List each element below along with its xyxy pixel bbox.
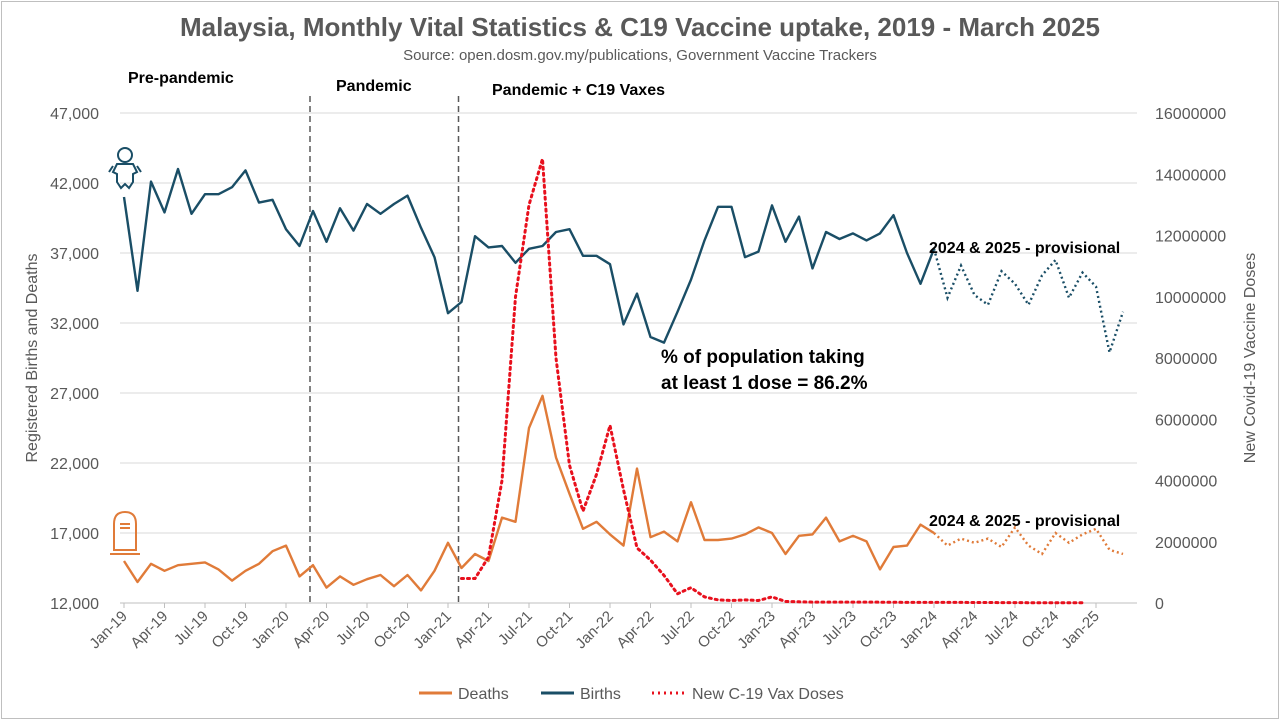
x-tick-label: Jan-24	[896, 608, 940, 652]
x-tick-label: Oct-23	[856, 608, 900, 652]
period-dividers	[309, 96, 460, 603]
y2-tick-label: 14000000	[1155, 167, 1226, 184]
legend: Deaths Births New C-19 Vax Doses	[419, 686, 844, 703]
y-tick-label: 47,000	[50, 106, 99, 123]
y2-tick-label: 8000000	[1155, 351, 1217, 368]
y-axis-right: 16000000 14000000 12000000 10000000 8000000 6…	[1155, 106, 1226, 613]
x-tick-label: Jul-21	[495, 608, 536, 649]
series-deaths-provisional	[933, 525, 1124, 556]
y-tick-label: 42,000	[50, 176, 99, 193]
x-tick-label: Jan-22	[572, 608, 616, 652]
x-tick-label: Oct-20	[370, 608, 414, 652]
x-tick-label: Jan-21	[410, 608, 454, 652]
y2-tick-label: 6000000	[1155, 412, 1217, 429]
x-tick-label: Oct-22	[694, 608, 738, 652]
legend-item-births: Births	[541, 686, 621, 703]
annotation-provisional-deaths: 2024 & 2025 - provisional	[929, 513, 1120, 530]
legend-label-deaths: Deaths	[458, 686, 509, 703]
x-tick-label: Jan-25	[1058, 608, 1102, 652]
x-tick-label: Oct-24	[1018, 608, 1062, 652]
legend-label-vax: New C-19 Vax Doses	[692, 686, 844, 703]
x-tick-label: Apr-21	[451, 608, 495, 652]
series-vax-line	[460, 158, 1084, 605]
annotation-provisional-births: 2024 & 2025 - provisional	[929, 240, 1120, 257]
annotation-dose-line1: % of population taking	[661, 347, 865, 368]
chart-subtitle: Source: open.dosm.gov.my/publications, G…	[403, 47, 877, 64]
annotation-dose-line2: at least 1 dose = 86.2%	[661, 373, 868, 394]
annotation-prepandemic: Pre-pandemic	[128, 70, 234, 87]
x-tick-label: Apr-19	[127, 608, 171, 652]
x-tick-label: Oct-19	[208, 608, 252, 652]
y-axis-left: 47,000 42,000 37,000 32,000 27,000 22,000 17,0…	[50, 106, 99, 613]
x-tick-label: Jul-23	[819, 608, 860, 649]
x-tick-label: Apr-23	[775, 608, 819, 652]
y2-tick-label: 10000000	[1155, 290, 1226, 307]
chart-title: Malaysia, Monthly Vital Statistics & C19…	[179, 12, 1101, 42]
annotation-pandemic: Pandemic	[336, 78, 412, 95]
x-tick-label: Apr-20	[289, 608, 333, 652]
y-axis-title: Registered Births and Deaths	[24, 254, 41, 463]
y2-tick-label: 4000000	[1155, 474, 1217, 491]
legend-label-births: Births	[580, 686, 621, 703]
x-tick-label: Jul-22	[657, 608, 698, 649]
x-tick-label: Oct-21	[532, 608, 576, 652]
y-tick-label: 32,000	[50, 316, 99, 333]
baby-icon	[108, 147, 142, 190]
legend-item-deaths: Deaths	[419, 686, 509, 703]
y2-tick-label: 16000000	[1155, 106, 1226, 123]
y-tick-label: 37,000	[50, 246, 99, 263]
x-tick-label: Jan-20	[248, 608, 292, 652]
series-group	[122, 158, 1125, 605]
x-tick-label: Apr-22	[613, 608, 657, 652]
annotation-pandemic-vax: Pandemic + C19 Vaxes	[492, 82, 665, 99]
y2-tick-label: 0	[1155, 596, 1164, 613]
x-tick-label: Jan-19	[86, 608, 130, 652]
tombstone-icon	[110, 510, 140, 555]
y2-tick-label: 12000000	[1155, 229, 1226, 246]
y-tick-label: 22,000	[50, 456, 99, 473]
series-births-line	[122, 167, 936, 344]
x-tick-label: Apr-24	[937, 608, 981, 652]
y2-axis-title: New Covid-19 Vaccine Doses	[1242, 253, 1259, 463]
series-births-provisional	[932, 248, 1125, 358]
y-tick-label: 27,000	[50, 386, 99, 403]
x-tick-label: Jul-20	[333, 608, 374, 649]
x-tick-label: Jul-24	[981, 608, 1022, 649]
y-tick-label: 17,000	[50, 526, 99, 543]
series-deaths-line	[122, 394, 935, 592]
legend-item-vax: New C-19 Vax Doses	[652, 686, 844, 703]
x-tick-label: Jan-23	[734, 608, 778, 652]
y-tick-label: 12,000	[50, 596, 99, 613]
x-tick-label: Jul-19	[171, 608, 212, 649]
y2-tick-label: 2000000	[1155, 535, 1217, 552]
